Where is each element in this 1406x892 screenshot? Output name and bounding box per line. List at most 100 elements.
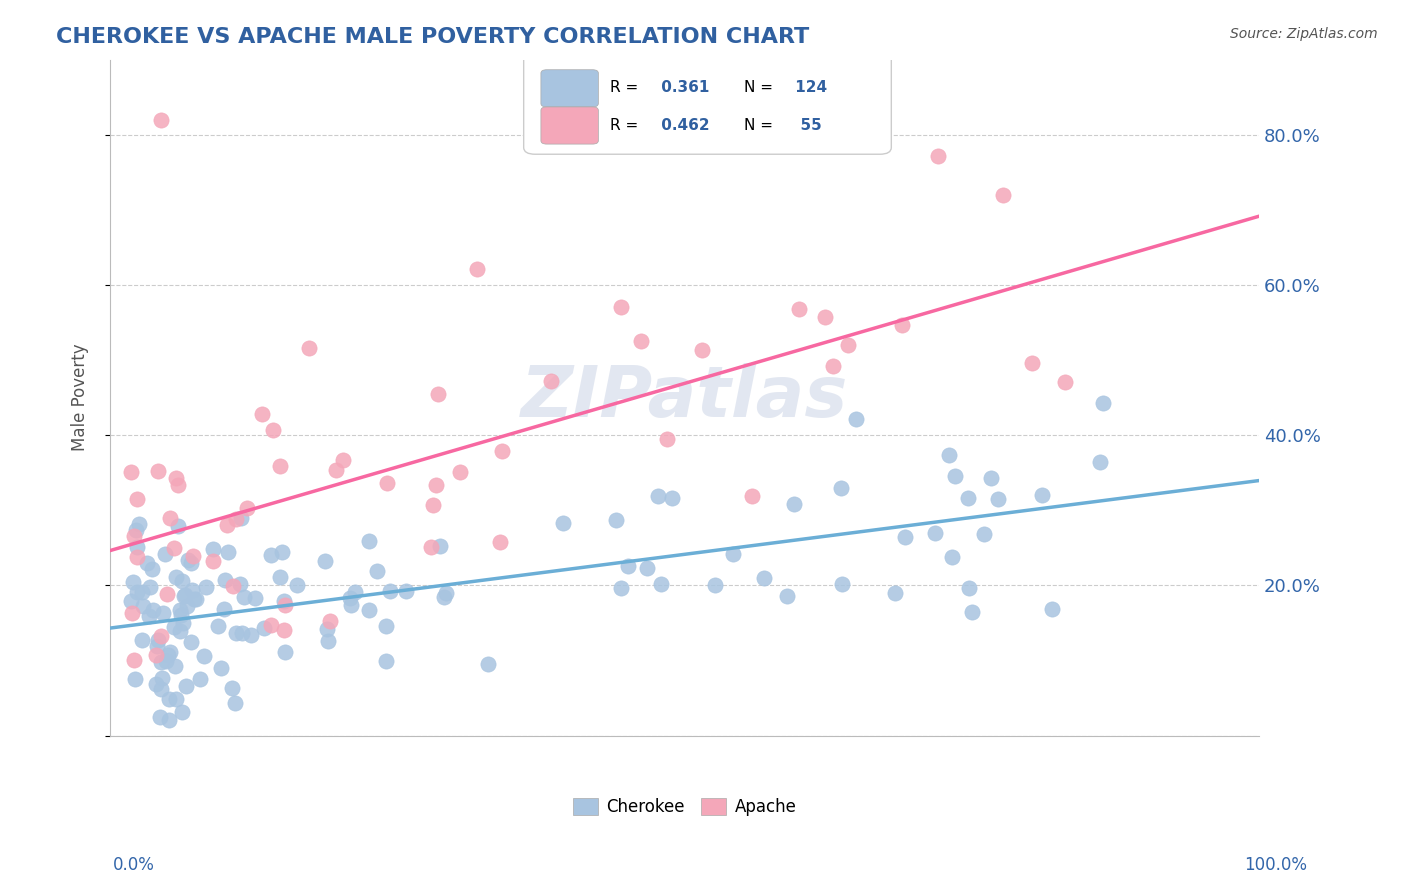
Text: 100.0%: 100.0% — [1244, 856, 1308, 874]
Point — [250, 408, 273, 422]
Point — [214, 573, 236, 587]
Point — [142, 603, 165, 617]
Point — [274, 645, 297, 659]
Point — [120, 594, 142, 608]
Point — [172, 615, 194, 630]
Point — [121, 465, 143, 479]
Point — [131, 599, 153, 613]
Point — [188, 672, 211, 686]
Text: N =: N = — [744, 80, 773, 95]
Point — [201, 553, 224, 567]
Point — [427, 387, 450, 401]
Text: ZIPatlas: ZIPatlas — [520, 363, 848, 432]
Point — [149, 709, 172, 723]
Point — [148, 632, 170, 647]
Point — [269, 459, 291, 474]
Point — [787, 302, 810, 317]
Point — [212, 602, 235, 616]
Text: R =: R = — [610, 119, 638, 133]
Point — [181, 549, 204, 564]
Point — [128, 517, 150, 532]
Point — [270, 545, 292, 559]
Point — [156, 587, 179, 601]
Point — [169, 602, 191, 616]
Point — [617, 559, 640, 574]
Point — [319, 614, 342, 628]
Point — [163, 541, 186, 555]
Point — [378, 584, 401, 599]
Point — [231, 626, 253, 640]
Point — [273, 623, 295, 637]
Point — [647, 490, 669, 504]
Point — [231, 511, 253, 525]
Point — [419, 541, 441, 555]
Point — [125, 492, 148, 507]
Point — [150, 112, 173, 127]
Point — [180, 557, 202, 571]
Point — [316, 623, 339, 637]
Point — [661, 491, 683, 505]
Point — [285, 578, 308, 592]
Point — [1088, 455, 1111, 469]
Point — [202, 541, 225, 556]
Point — [262, 423, 284, 437]
Point — [122, 529, 145, 543]
Point — [630, 334, 652, 348]
Point — [173, 589, 195, 603]
Point — [429, 539, 451, 553]
Point — [141, 562, 163, 576]
Point — [167, 478, 190, 492]
Point — [165, 570, 187, 584]
Point — [987, 492, 1010, 507]
Point — [894, 531, 917, 545]
Point — [233, 590, 256, 604]
Point — [540, 375, 562, 389]
Point — [183, 591, 205, 606]
Point — [425, 478, 447, 492]
Point — [127, 540, 149, 554]
Point — [941, 550, 963, 565]
Point — [924, 525, 946, 540]
Point — [655, 432, 678, 446]
FancyBboxPatch shape — [523, 53, 891, 154]
Point — [434, 586, 457, 600]
Point — [339, 591, 361, 605]
Text: 55: 55 — [790, 119, 823, 133]
Point — [957, 581, 980, 595]
Point — [125, 585, 148, 599]
Point — [973, 526, 995, 541]
Point — [690, 343, 713, 357]
Point — [176, 599, 198, 613]
Point — [1021, 356, 1043, 370]
Point — [1040, 602, 1063, 616]
Point — [127, 550, 149, 565]
Point — [957, 491, 980, 505]
Point — [139, 580, 162, 594]
Point — [465, 261, 488, 276]
Point — [316, 634, 339, 648]
Point — [395, 584, 418, 599]
Text: R =: R = — [610, 80, 638, 95]
Point — [153, 547, 176, 561]
Text: Source: ZipAtlas.com: Source: ZipAtlas.com — [1230, 27, 1378, 41]
Point — [229, 576, 252, 591]
Point — [783, 497, 806, 511]
Point — [225, 512, 247, 526]
Text: 0.462: 0.462 — [655, 119, 710, 133]
Point — [174, 679, 197, 693]
FancyBboxPatch shape — [541, 107, 599, 145]
Text: 0.361: 0.361 — [655, 80, 709, 95]
Point — [721, 547, 744, 561]
Point — [366, 565, 388, 579]
Point — [170, 574, 193, 589]
Point — [145, 648, 167, 662]
Point — [145, 677, 167, 691]
Point — [224, 697, 246, 711]
Point — [138, 608, 160, 623]
Point — [243, 591, 266, 606]
Point — [167, 519, 190, 533]
Point — [159, 645, 181, 659]
Point — [148, 465, 170, 479]
Point — [830, 481, 852, 495]
Point — [1054, 375, 1077, 389]
